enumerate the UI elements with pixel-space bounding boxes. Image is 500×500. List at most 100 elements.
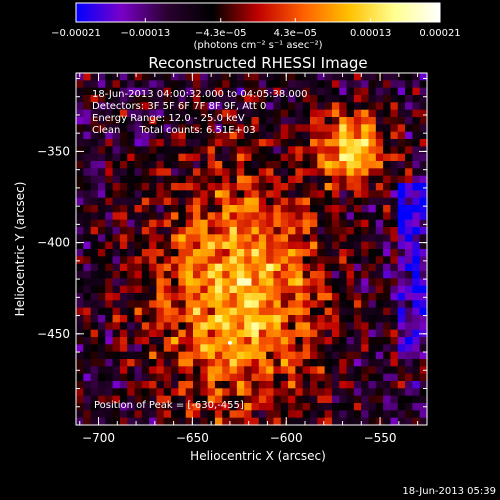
heatmap-cell [185, 117, 194, 125]
heatmap-cell [112, 263, 121, 272]
heatmap-cell [280, 278, 289, 287]
heatmap-cell [412, 168, 421, 177]
heatmap-cell [149, 381, 158, 389]
heatmap-cell [280, 410, 289, 419]
heatmap-cell [412, 146, 421, 155]
heatmap-cell [288, 183, 296, 191]
heatmap-cell [149, 168, 158, 177]
heatmap-cell [83, 109, 92, 118]
heatmap-cell [112, 307, 121, 316]
heatmap-cell [171, 366, 179, 375]
heatmap-cell [229, 388, 238, 397]
heatmap-cell [324, 388, 333, 397]
heatmap-cell [324, 95, 333, 103]
heatmap-cell [214, 322, 223, 331]
heatmap-cell [119, 307, 128, 316]
heatmap-cell [229, 315, 238, 323]
heatmap-cell [171, 219, 179, 228]
heatmap-cell [193, 131, 201, 140]
heatmap-cell [119, 249, 128, 257]
heatmap-cell [317, 373, 326, 382]
heatmap-cell [200, 175, 209, 184]
heatmap-cell [353, 359, 362, 367]
heatmap-cell [310, 205, 318, 213]
heatmap-cell [295, 168, 304, 177]
heatmap-cell [236, 249, 245, 257]
heatmap-cell [105, 373, 114, 382]
heatmap-cell [375, 373, 384, 382]
heatmap-cell [383, 175, 392, 184]
heatmap-cell [105, 227, 114, 235]
heatmap-cell [339, 315, 348, 323]
heatmap-cell [83, 87, 92, 96]
heatmap-cell [127, 205, 136, 213]
heatmap-cell [207, 256, 216, 265]
heatmap-cell [324, 256, 333, 265]
heatmap-cell [280, 249, 289, 257]
heatmap-cell [207, 175, 216, 184]
heatmap-cell [134, 190, 143, 199]
heatmap-cell [317, 337, 326, 345]
heatmap-cell [419, 249, 428, 257]
heatmap-cell [361, 315, 370, 323]
heatmap-cell [353, 146, 362, 155]
heatmap-cell [302, 351, 311, 360]
heatmap-cell [368, 263, 377, 272]
heatmap-cell [390, 329, 399, 338]
heatmap-cell [280, 131, 289, 140]
heatmap-cell [295, 307, 304, 316]
heatmap-cell [141, 307, 150, 316]
heatmap-cell [83, 146, 92, 155]
heatmap-cell [222, 285, 231, 294]
heatmap-cell [390, 197, 399, 206]
heatmap-cell [105, 388, 114, 397]
heatmap-cell [375, 168, 384, 177]
heatmap-cell [288, 227, 296, 235]
heatmap-cell [185, 373, 194, 382]
heatmap-cell [258, 102, 267, 111]
heatmap-cell [141, 95, 150, 103]
heatmap-cell [171, 102, 179, 111]
heatmap-cell [156, 146, 165, 155]
heatmap-cell [222, 329, 231, 338]
heatmap-cell [251, 351, 260, 360]
heatmap-cell [331, 381, 340, 389]
heatmap-cell [331, 263, 340, 272]
heatmap-cell [244, 190, 253, 199]
heatmap-cell [90, 256, 99, 265]
heatmap-cell [317, 285, 326, 294]
heatmap-cell [397, 410, 406, 419]
heatmap-cell [405, 278, 413, 287]
heatmap-cell [310, 102, 318, 111]
heatmap-cell [346, 234, 355, 243]
heatmap-cell [346, 315, 355, 323]
heatmap-cell [141, 388, 150, 397]
heatmap-cell [419, 359, 428, 367]
heatmap-cell [361, 395, 370, 404]
heatmap-cell [105, 117, 114, 125]
heatmap-cell [141, 285, 150, 294]
heatmap-cell [76, 315, 84, 323]
heatmap-cell [288, 373, 296, 382]
heatmap-cell [317, 403, 326, 411]
heatmap-cell [141, 205, 150, 213]
heatmap-cell [83, 139, 92, 147]
heatmap-cell [346, 278, 355, 287]
heatmap-cell [331, 293, 340, 301]
heatmap-cell [258, 197, 267, 206]
heatmap-cell [134, 219, 143, 228]
heatmap-cell [412, 205, 421, 213]
heatmap-cell [397, 417, 406, 426]
heatmap-cell [375, 344, 384, 353]
heatmap-cell [412, 219, 421, 228]
heatmap-cell [288, 234, 296, 243]
heatmap-cell [339, 410, 348, 419]
heatmap-cell [112, 190, 121, 199]
heatmap-cell [156, 315, 165, 323]
heatmap-cell [207, 307, 216, 316]
heatmap-cell [105, 359, 114, 367]
heatmap-cell [97, 80, 106, 89]
heatmap-cell [185, 80, 194, 89]
heatmap-cell [141, 359, 150, 367]
heatmap-cell [397, 403, 406, 411]
